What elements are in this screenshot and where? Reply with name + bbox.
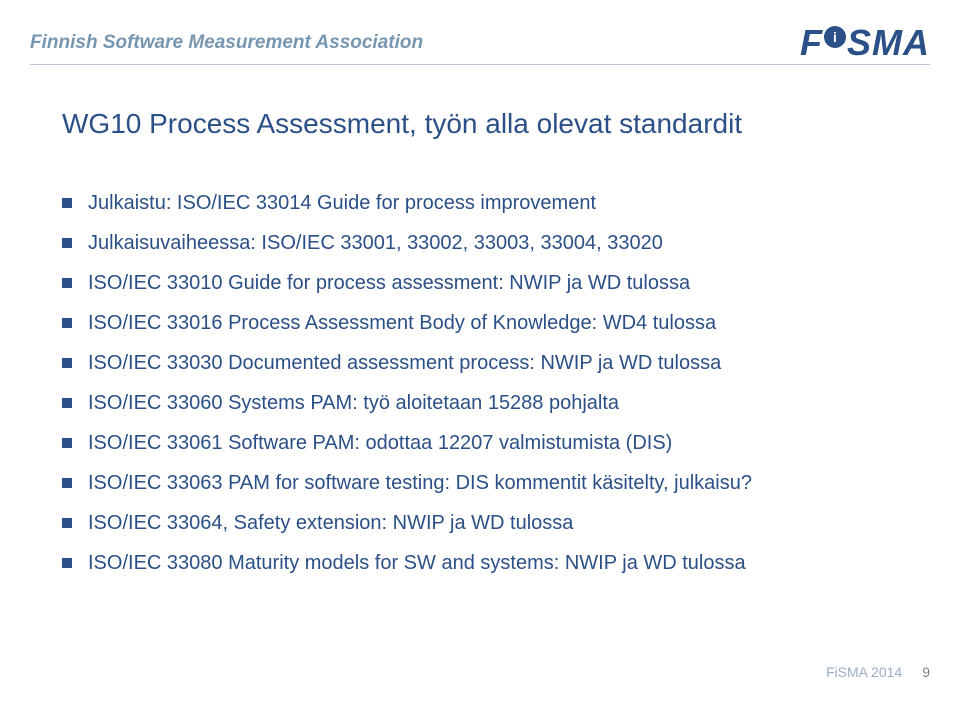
- fisma-logo: F i SMA: [800, 22, 930, 64]
- bullet-marker-icon: [62, 238, 72, 248]
- list-item: ISO/IEC 33016 Process Assessment Body of…: [62, 308, 898, 338]
- bullet-text: ISO/IEC 33061 Software PAM: odottaa 1220…: [88, 428, 898, 458]
- bullet-list: Julkaistu: ISO/IEC 33014 Guide for proce…: [62, 188, 898, 588]
- bullet-marker-icon: [62, 478, 72, 488]
- bullet-marker-icon: [62, 358, 72, 368]
- header-divider: [30, 64, 930, 65]
- list-item: ISO/IEC 33064, Safety extension: NWIP ja…: [62, 508, 898, 538]
- bullet-text: ISO/IEC 33030 Documented assessment proc…: [88, 348, 898, 378]
- list-item: Julkaisuvaiheessa: ISO/IEC 33001, 33002,…: [62, 228, 898, 258]
- slide-title: WG10 Process Assessment, työn alla oleva…: [62, 108, 742, 140]
- slide-footer: FiSMA 2014 9: [826, 664, 930, 680]
- bullet-marker-icon: [62, 518, 72, 528]
- list-item: ISO/IEC 33080 Maturity models for SW and…: [62, 548, 898, 578]
- bullet-text: Julkaisuvaiheessa: ISO/IEC 33001, 33002,…: [88, 228, 898, 258]
- logo-suffix: SMA: [847, 22, 930, 64]
- list-item: ISO/IEC 33063 PAM for software testing: …: [62, 468, 898, 498]
- list-item: Julkaistu: ISO/IEC 33014 Guide for proce…: [62, 188, 898, 218]
- bullet-marker-icon: [62, 398, 72, 408]
- bullet-text: Julkaistu: ISO/IEC 33014 Guide for proce…: [88, 188, 898, 218]
- logo-i-icon: i: [824, 26, 846, 48]
- bullet-marker-icon: [62, 278, 72, 288]
- bullet-text: ISO/IEC 33016 Process Assessment Body of…: [88, 308, 898, 338]
- logo-prefix: F: [800, 22, 823, 64]
- page-number: 9: [922, 664, 930, 680]
- list-item: ISO/IEC 33061 Software PAM: odottaa 1220…: [62, 428, 898, 458]
- list-item: ISO/IEC 33030 Documented assessment proc…: [62, 348, 898, 378]
- bullet-marker-icon: [62, 318, 72, 328]
- organization-name: Finnish Software Measurement Association: [30, 32, 423, 54]
- bullet-text: ISO/IEC 33064, Safety extension: NWIP ja…: [88, 508, 898, 538]
- bullet-text: ISO/IEC 33063 PAM for software testing: …: [88, 468, 898, 498]
- bullet-text: ISO/IEC 33080 Maturity models for SW and…: [88, 548, 898, 578]
- footer-label: FiSMA 2014: [826, 664, 902, 680]
- bullet-text: ISO/IEC 33060 Systems PAM: työ aloitetaa…: [88, 388, 898, 418]
- bullet-text: ISO/IEC 33010 Guide for process assessme…: [88, 268, 898, 298]
- slide-header: Finnish Software Measurement Association…: [30, 18, 930, 68]
- bullet-marker-icon: [62, 558, 72, 568]
- list-item: ISO/IEC 33060 Systems PAM: työ aloitetaa…: [62, 388, 898, 418]
- list-item: ISO/IEC 33010 Guide for process assessme…: [62, 268, 898, 298]
- bullet-marker-icon: [62, 438, 72, 448]
- bullet-marker-icon: [62, 198, 72, 208]
